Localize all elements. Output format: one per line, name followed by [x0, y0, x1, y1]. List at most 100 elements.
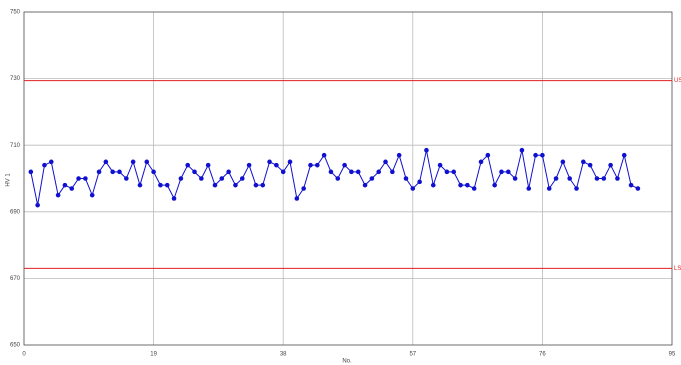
data-point	[424, 147, 429, 153]
y-tick-label: 730	[10, 76, 21, 82]
x-tick-label: 38	[280, 352, 287, 358]
data-point	[110, 169, 115, 175]
data-point	[185, 162, 191, 168]
data-point	[328, 169, 334, 175]
data-point	[390, 169, 395, 175]
data-point	[574, 186, 579, 191]
data-point	[369, 176, 375, 181]
data-point	[362, 182, 368, 188]
data-point	[151, 169, 156, 175]
data-point	[199, 176, 204, 181]
data-point	[144, 159, 150, 165]
data-point	[308, 162, 313, 168]
data-point	[55, 192, 61, 198]
data-point	[226, 169, 231, 175]
x-tick-label: 76	[539, 352, 546, 358]
data-point	[171, 196, 177, 201]
data-point	[28, 169, 34, 175]
data-point	[239, 176, 245, 181]
data-point	[246, 162, 252, 168]
data-point	[581, 159, 586, 165]
data-point	[253, 182, 259, 188]
data-point	[519, 147, 525, 153]
data-point	[594, 176, 600, 181]
data-point	[103, 159, 109, 165]
data-point	[349, 169, 354, 175]
data-point	[355, 169, 361, 175]
data-point	[615, 176, 620, 181]
data-point	[492, 182, 497, 188]
data-point	[437, 162, 443, 168]
data-point	[526, 186, 532, 191]
y-tick-label: 710	[10, 143, 21, 149]
data-point	[396, 152, 402, 158]
plot-frame	[23, 11, 673, 346]
limit-label: USL	[674, 78, 681, 84]
data-point	[601, 176, 607, 181]
data-point	[628, 182, 634, 188]
data-point	[587, 162, 593, 168]
data-point	[444, 169, 450, 175]
data-point	[233, 182, 238, 188]
data-point	[430, 182, 436, 188]
x-tick-label: 57	[409, 352, 416, 358]
x-tick-label: 19	[150, 352, 157, 358]
data-point	[219, 176, 225, 181]
data-point	[512, 176, 518, 181]
data-point	[471, 186, 477, 191]
x-axis-label: No.	[342, 359, 352, 365]
data-point	[164, 182, 170, 188]
data-point	[540, 152, 545, 158]
data-point	[294, 196, 300, 201]
data-point	[130, 159, 136, 165]
data-point	[342, 162, 347, 168]
data-point	[383, 159, 388, 165]
data-point	[335, 176, 341, 181]
data-point	[205, 162, 211, 168]
data-point	[635, 186, 641, 191]
data-point	[608, 162, 613, 168]
y-tick-label: 750	[10, 10, 21, 16]
data-point	[76, 176, 81, 181]
data-line	[30, 150, 639, 206]
y-tick-label: 670	[10, 276, 21, 282]
data-point	[560, 159, 566, 165]
data-point	[117, 169, 122, 175]
limit-label: LSL	[674, 266, 681, 272]
data-point	[321, 152, 327, 158]
y-tick-label: 650	[10, 343, 21, 349]
data-point	[458, 182, 463, 188]
data-point	[553, 176, 559, 181]
data-point	[567, 176, 572, 181]
data-point	[621, 152, 627, 158]
data-point	[451, 169, 457, 175]
data-point	[124, 176, 129, 181]
data-point	[410, 186, 416, 191]
data-point	[465, 182, 470, 188]
data-point	[35, 202, 40, 208]
data-point	[315, 162, 320, 168]
data-point	[417, 179, 422, 185]
data-point	[478, 159, 484, 165]
data-point	[178, 176, 184, 181]
data-point	[403, 176, 409, 181]
data-point	[62, 182, 68, 188]
data-point	[212, 182, 218, 188]
data-point	[280, 169, 286, 175]
data-point	[267, 159, 272, 165]
data-point	[158, 182, 163, 188]
y-axis-label: HV 1	[6, 173, 12, 187]
data-point	[533, 152, 538, 158]
data-point	[505, 169, 511, 175]
data-point	[546, 186, 552, 191]
data-point	[69, 186, 75, 191]
data-point	[83, 176, 88, 181]
data-point	[89, 192, 95, 198]
x-tick-label: 0	[22, 352, 26, 358]
data-point	[301, 186, 306, 191]
data-point	[260, 182, 266, 188]
data-point	[48, 159, 54, 165]
data-point	[376, 169, 381, 175]
data-point	[485, 152, 491, 158]
